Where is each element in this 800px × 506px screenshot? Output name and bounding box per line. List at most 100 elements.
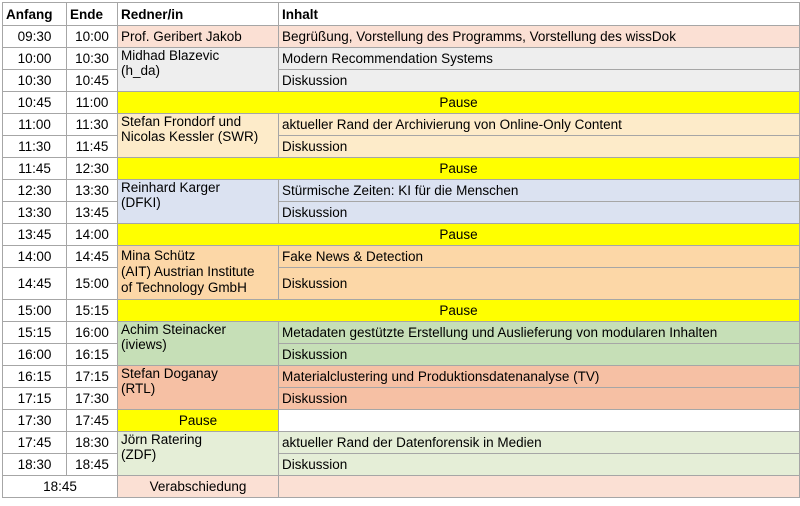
table-row: 16:15 17:15 Stefan Doganay (RTL) Material… xyxy=(2,365,800,410)
pause-cell: Pause xyxy=(117,157,800,180)
start-time: 11:45 xyxy=(2,157,67,180)
pause-cell: Pause xyxy=(117,91,800,114)
content-cell: Diskussion xyxy=(278,135,800,158)
table-row: 10:30 10:45 Diskussion xyxy=(2,69,800,92)
table-row: 12:30 13:30 Reinhard Karger (DFKI) Stürmi… xyxy=(2,179,800,224)
pause-row: 10:45 11:00 Pause xyxy=(2,91,800,114)
end-time: 17:45 xyxy=(66,409,118,432)
content-cell: Diskussion xyxy=(278,69,800,92)
start-time: 17:45 xyxy=(2,431,67,454)
speaker-affiliation: (AIT) Austrian Institute xyxy=(121,264,255,279)
pause-cell: Pause xyxy=(117,299,800,322)
start-time: 13:45 xyxy=(2,223,67,246)
speaker-affiliation: (RTL) xyxy=(121,381,156,396)
end-time: 10:30 xyxy=(66,47,118,70)
start-time: 14:00 xyxy=(2,245,67,268)
content-cell: Materialclustering und Produktionsdatena… xyxy=(278,365,800,388)
header-content: Inhalt xyxy=(278,2,800,26)
content-cell xyxy=(278,475,800,498)
end-time: 11:00 xyxy=(66,91,118,114)
pause-row: 13:45 14:00 Pause xyxy=(2,223,800,246)
header-start: Anfang xyxy=(2,2,67,26)
start-time: 11:30 xyxy=(2,135,67,158)
end-time: 18:45 xyxy=(66,453,118,476)
speaker-affiliation: Nicolas Kessler (SWR) xyxy=(121,129,259,144)
header-speaker: Redner/in xyxy=(117,2,279,26)
speaker-cell: Reinhard Karger (DFKI) xyxy=(117,179,279,224)
start-time: 09:30 xyxy=(2,25,67,48)
speaker-cell: Stefan Frondorf und Nicolas Kessler (SWR) xyxy=(117,113,279,158)
content-cell: Diskussion xyxy=(278,267,800,300)
start-time: 18:30 xyxy=(2,453,67,476)
table-row: 15:15 16:00 Achim Steinacker (iviews) Met… xyxy=(2,321,800,366)
table-row: 09:30 10:00 Prof. Geribert Jakob Begrüßu… xyxy=(2,25,800,48)
content-cell: Diskussion xyxy=(278,343,800,366)
table-row: 18:45 Verabschiedung xyxy=(2,475,800,498)
start-time: 16:15 xyxy=(2,365,67,388)
end-time: 16:00 xyxy=(66,321,118,344)
table-row: 18:30 18:45 Diskussion xyxy=(2,453,800,476)
header-row: Anfang Ende Redner/in Inhalt xyxy=(2,2,800,26)
start-time: 12:30 xyxy=(2,179,67,202)
table-row: 17:45 18:30 Jörn Ratering (ZDF) aktueller… xyxy=(2,431,800,476)
end-time: 14:45 xyxy=(66,245,118,268)
speaker-cell: Jörn Ratering (ZDF) xyxy=(117,431,279,476)
start-time: 13:30 xyxy=(2,201,67,224)
speaker-affiliation: (DFKI) xyxy=(121,195,161,210)
end-time: 11:30 xyxy=(66,113,118,136)
content-cell: aktueller Rand der Archivierung von Onli… xyxy=(278,113,800,136)
content-cell: Modern Recommendation Systems xyxy=(278,47,800,70)
end-time: 18:30 xyxy=(66,431,118,454)
header-end: Ende xyxy=(66,2,118,26)
content-cell: Diskussion xyxy=(278,201,800,224)
speaker-cell: Achim Steinacker (iviews) xyxy=(117,321,279,366)
start-time: 15:00 xyxy=(2,299,67,322)
schedule-table: Anfang Ende Redner/in Inhalt 09:30 10:00… xyxy=(2,2,800,498)
end-time: 14:00 xyxy=(66,223,118,246)
end-time: 10:00 xyxy=(66,25,118,48)
table-row: 14:00 14:45 Mina Schütz (AIT) Austrian In… xyxy=(2,245,800,300)
start-time: 17:30 xyxy=(2,409,67,432)
end-time: 15:00 xyxy=(66,267,118,300)
table-row: 11:00 11:30 Stefan Frondorf und Nicolas K… xyxy=(2,113,800,158)
pause-row: 17:30 17:45 Pause xyxy=(2,409,800,432)
table-row: 16:00 16:15 Diskussion xyxy=(2,343,800,366)
speaker-affiliation: of Technology GmbH xyxy=(121,280,247,295)
end-time: 16:15 xyxy=(66,343,118,366)
speaker-name: Stefan Frondorf und xyxy=(121,114,242,130)
pause-row: 11:45 12:30 Pause xyxy=(2,157,800,180)
speaker-name: Mina Schütz xyxy=(121,248,196,263)
speaker-cell: Verabschiedung xyxy=(117,475,279,498)
end-time: 12:30 xyxy=(66,157,118,180)
end-time: 17:30 xyxy=(66,387,118,410)
table-row: 10:00 10:30 Midhad Blazevic (h_da) Modern… xyxy=(2,47,800,92)
speaker-name: Midhad Blazevic xyxy=(121,48,220,64)
speaker-name: Jörn Ratering xyxy=(121,432,203,448)
start-time: 17:15 xyxy=(2,387,67,410)
speaker-name: Stefan Doganay xyxy=(121,366,218,382)
content-cell: Fake News & Detection xyxy=(278,245,800,268)
speaker-affiliation: (h_da) xyxy=(121,63,161,78)
empty-cell xyxy=(278,409,800,432)
pause-cell: Pause xyxy=(117,409,279,432)
end-time: 10:45 xyxy=(66,69,118,92)
speaker-cell: Prof. Geribert Jakob xyxy=(117,25,279,48)
speaker-cell: Mina Schütz (AIT) Austrian Institute of Te… xyxy=(117,245,279,300)
end-time: 13:30 xyxy=(66,179,118,202)
start-time: 15:15 xyxy=(2,321,67,344)
start-time: 16:00 xyxy=(2,343,67,366)
end-time: 13:45 xyxy=(66,201,118,224)
speaker-affiliation: (iviews) xyxy=(121,337,167,352)
table-row: 11:30 11:45 Diskussion xyxy=(2,135,800,158)
speaker-affiliation: (ZDF) xyxy=(121,447,157,462)
content-cell: Stürmische Zeiten: KI für die Menschen xyxy=(278,179,800,202)
speaker-cell: Stefan Doganay (RTL) xyxy=(117,365,279,410)
content-cell: Diskussion xyxy=(278,387,800,410)
start-time: 10:45 xyxy=(2,91,67,114)
start-time: 10:30 xyxy=(2,69,67,92)
end-time: 11:45 xyxy=(66,135,118,158)
start-time: 11:00 xyxy=(2,113,67,136)
content-cell: aktueller Rand der Datenforensik in Medi… xyxy=(278,431,800,454)
start-time: 18:45 xyxy=(2,475,118,498)
start-time: 14:45 xyxy=(2,267,67,300)
